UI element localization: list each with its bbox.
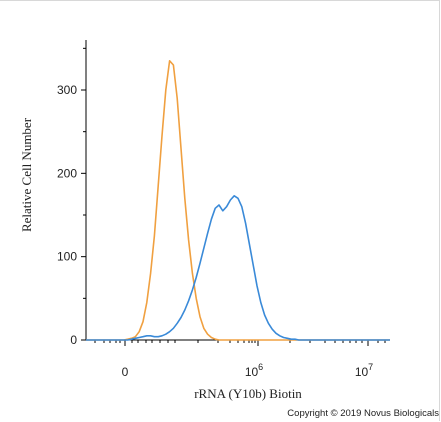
x-tick-label: 107	[355, 362, 373, 379]
copyright-notice: Copyright © 2019 Novus Biologicals	[287, 408, 439, 419]
y-axis-title: Relative Cell Number	[19, 117, 34, 232]
series-layer	[86, 59, 390, 341]
x-tick-label: 106	[245, 362, 263, 379]
x-axis-title: rRNA (Y10b) Biotin	[194, 386, 302, 401]
x-tick-label: 0	[122, 365, 129, 379]
y-tick-label: 0	[70, 333, 77, 347]
y-tick-label: 100	[57, 250, 77, 264]
y-axis: 0 100 200 300	[57, 40, 87, 347]
x-axis: 0 106 107	[86, 339, 390, 379]
y-tick-label: 200	[57, 166, 77, 180]
y-tick-label: 300	[57, 83, 77, 97]
series-line-2	[86, 195, 390, 341]
series-line-1	[86, 59, 390, 341]
